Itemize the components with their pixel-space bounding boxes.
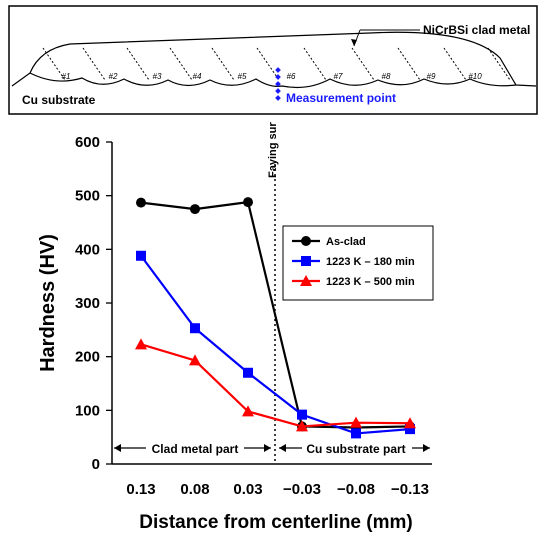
y-axis-ticks: 0 100 200 300 400 500 600 — [75, 134, 112, 473]
bead-number-label: #6 — [287, 72, 296, 81]
x-tick-label: −0.08 — [337, 481, 375, 498]
legend-swatch-marker — [301, 256, 311, 266]
series-2 — [136, 250, 415, 439]
measurement-point-marker — [275, 81, 281, 87]
measurement-point-marker — [275, 95, 281, 101]
legend-swatch-marker — [301, 236, 311, 246]
data-point — [135, 338, 147, 350]
bead-overlap-line — [82, 47, 106, 81]
schematic-frame — [8, 5, 538, 115]
series-line — [140, 343, 411, 428]
clad-region-arrowhead-right — [264, 444, 271, 452]
y-tick-label: 200 — [75, 349, 100, 366]
clad-schematic: #1 #2 #3 #4 #5 #6 #7 #8 #9 #10 NiCrBSi clad metal… — [8, 5, 538, 115]
legend: As-clad 1223 K – 180 min 1223 K – 500 min — [282, 225, 434, 301]
data-point — [350, 416, 362, 428]
clad-metal-label: NiCrBSi clad metal — [423, 23, 530, 37]
legend-item: 1223 K – 500 min — [292, 275, 415, 288]
series-3 — [135, 338, 416, 432]
data-point — [351, 428, 361, 439]
clad-leader-arrowhead — [351, 39, 357, 46]
y-tick-label: 0 — [92, 456, 100, 473]
clad-region-label-bg — [146, 440, 244, 455]
bead-overlap-line — [169, 47, 193, 81]
fusion-boundary — [29, 72, 517, 89]
bead-overlap-line — [211, 47, 235, 81]
clad-region-label: Clad metal part — [152, 442, 239, 456]
bead-numbers: #1 #2 #3 #4 #5 #6 #7 #8 #9 #10 — [62, 72, 483, 81]
clad-region-arrowhead-left — [114, 444, 121, 452]
series-line — [140, 255, 411, 435]
clad-bead-outline — [11, 31, 537, 87]
data-point — [243, 197, 253, 208]
bead-overlap-line — [443, 47, 467, 81]
bead-number-label: #7 — [334, 72, 343, 81]
bead-number-label: #10 — [468, 72, 482, 81]
bead-overlap-line — [487, 47, 511, 81]
x-tick-label: −0.03 — [283, 481, 321, 498]
substrate-label: Cu substrate — [22, 93, 96, 107]
bead-overlap-lines — [42, 47, 511, 81]
x-tick-label: 0.03 — [233, 481, 262, 498]
bead-overlap-line — [397, 47, 421, 81]
data-point — [190, 323, 200, 334]
measurement-point-label: Measurement point — [286, 91, 396, 105]
data-point — [189, 354, 201, 366]
bead-number-label: #9 — [427, 72, 436, 81]
bead-number-label: #1 — [62, 72, 71, 81]
legend-item: 1223 K – 180 min — [292, 256, 415, 268]
x-tick-label: 0.13 — [126, 481, 155, 498]
bead-number-label: #2 — [109, 72, 118, 81]
bead-overlap-line — [42, 47, 66, 81]
bead-overlap-line — [126, 47, 150, 81]
data-point — [136, 197, 146, 208]
data-point — [296, 420, 308, 432]
measurement-points — [275, 67, 281, 101]
data-point — [242, 405, 254, 417]
legend-swatch-marker — [300, 275, 312, 286]
bead-number-label: #4 — [193, 72, 202, 81]
measurement-point-marker — [275, 67, 281, 73]
data-point — [404, 417, 416, 429]
bead-overlap-line — [256, 47, 280, 81]
y-axis-title: Hardness (HV) — [37, 234, 59, 372]
bead-number-label: #8 — [382, 72, 391, 81]
data-point — [405, 424, 415, 435]
y-tick-label: 500 — [75, 188, 100, 205]
legend-label: 1223 K – 180 min — [326, 256, 415, 268]
data-point — [297, 409, 307, 420]
cu-region-label: Cu substrate part — [306, 442, 405, 456]
cu-region-arrowhead-right — [423, 444, 430, 452]
data-point — [190, 204, 200, 215]
x-tick-label: 0.08 — [180, 481, 209, 498]
bead-number-label: #3 — [153, 72, 162, 81]
x-tick-label: −0.13 — [391, 481, 429, 498]
data-point — [136, 250, 146, 261]
y-tick-label: 400 — [75, 241, 100, 258]
legend-label: 1223 K – 500 min — [326, 276, 415, 288]
x-axis-title: Distance from centerline (mm) — [139, 512, 412, 533]
legend-label: As-clad — [326, 236, 366, 248]
hardness-chart: 0 100 200 300 400 500 600 0.13 0.08 0.03 −0.03 −0.… — [37, 122, 434, 533]
series-layer — [135, 197, 416, 439]
series-line — [140, 200, 411, 429]
cu-region-label-bg — [302, 440, 412, 455]
measurement-point-marker — [275, 74, 281, 80]
y-tick-label: 600 — [75, 134, 100, 151]
data-point — [243, 367, 253, 378]
bead-number-label: #5 — [238, 72, 247, 81]
x-axis-ticks: 0.13 0.08 0.03 −0.03 −0.08 −0.13 — [126, 481, 429, 498]
legend-item: As-clad — [292, 236, 366, 248]
faying-surface-label: Faying surface — [267, 122, 279, 178]
cu-region-arrowhead-left — [279, 444, 286, 452]
measurement-point-marker — [275, 88, 281, 94]
bead-overlap-line — [351, 47, 375, 81]
bead-overlap-line — [303, 47, 327, 81]
y-tick-label: 300 — [75, 295, 100, 312]
y-tick-label: 100 — [75, 402, 100, 419]
